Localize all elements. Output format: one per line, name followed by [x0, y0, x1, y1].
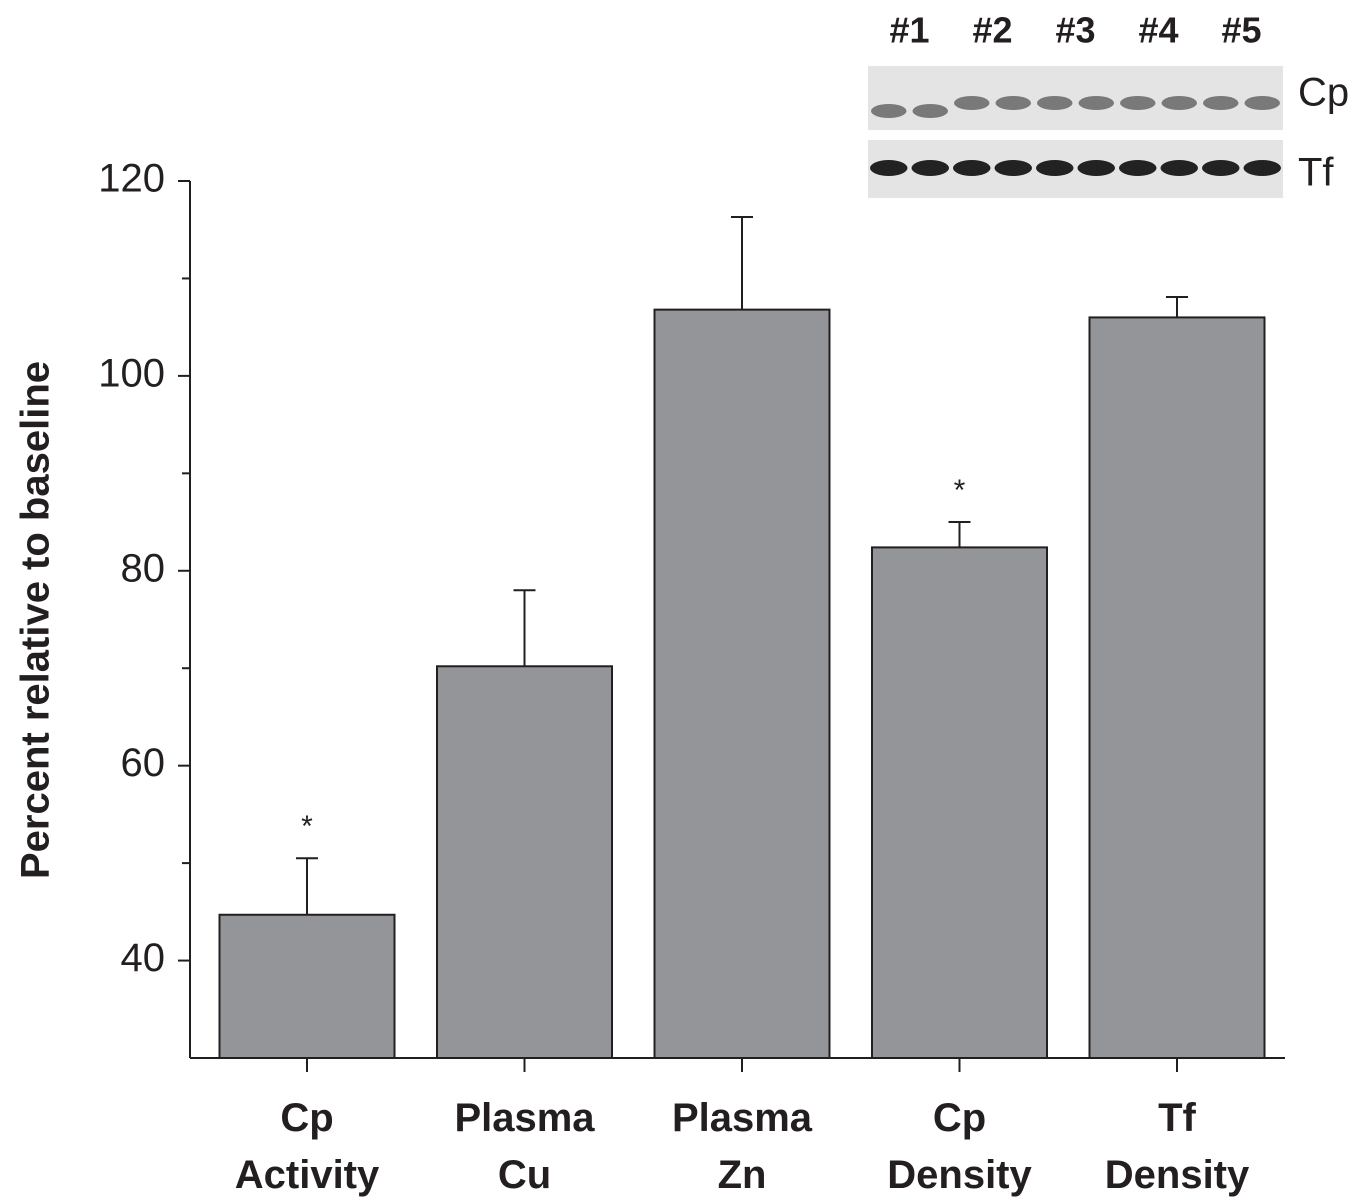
bar [218, 913, 396, 1059]
blot-band [912, 104, 948, 118]
blot-row-label: Tf [1298, 151, 1334, 195]
y-tick-label: 80 [121, 546, 166, 590]
blot-band [871, 104, 907, 118]
blot-band [1077, 160, 1115, 176]
blot-band [1120, 96, 1156, 110]
blot-band [1244, 96, 1280, 110]
blot-band [1078, 96, 1114, 110]
blot-band [953, 160, 991, 176]
y-axis-label: Percent relative to baseline [14, 361, 58, 879]
significance-mark: * [954, 474, 966, 507]
blot-band [1243, 160, 1281, 176]
lane-label: #4 [1138, 10, 1178, 51]
blot-band [994, 160, 1032, 176]
blot-band [870, 160, 908, 176]
x-tick-label: Cp Density [887, 1096, 1032, 1197]
y-tick-label: 60 [121, 741, 166, 785]
significance-mark: * [301, 810, 313, 843]
bar [436, 665, 613, 1059]
x-tick-label: Plasma Zn [671, 1096, 813, 1197]
x-tick-label: Tf Density [1104, 1096, 1250, 1197]
lane-label: #1 [889, 10, 929, 51]
blot-band [1202, 160, 1240, 176]
blot-band [954, 96, 990, 110]
bar [1088, 316, 1266, 1059]
lane-label: #2 [972, 10, 1012, 51]
blot-band [1119, 160, 1157, 176]
y-tick-label: 100 [98, 351, 165, 395]
y-tick-label: 40 [121, 936, 166, 980]
bar [653, 308, 831, 1060]
blot-band [1160, 160, 1198, 176]
lane-label: #5 [1221, 10, 1261, 51]
blot-band [1161, 96, 1197, 110]
bar [871, 546, 1048, 1059]
blot-band [1037, 96, 1073, 110]
lane-label: #3 [1055, 10, 1095, 51]
blot-band [995, 96, 1031, 110]
blot-band [911, 160, 949, 176]
x-tick-label: Cp Activity [234, 1096, 380, 1197]
y-tick-label: 120 [98, 157, 165, 201]
blot-band [1036, 160, 1074, 176]
blot-band [1203, 96, 1239, 110]
x-tick-label: Plasma Cu [454, 1096, 595, 1197]
blot-row-label: Cp [1298, 71, 1349, 115]
